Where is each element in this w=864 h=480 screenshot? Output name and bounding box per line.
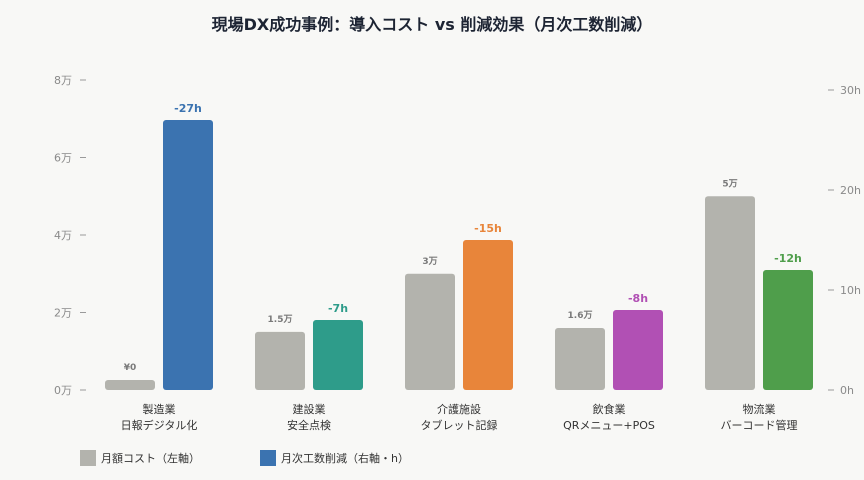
cost-bar [705, 196, 755, 390]
category-label-line1: 物流業 [743, 402, 776, 416]
cost-value-label: 1.5万 [268, 314, 293, 325]
category-label-line2: 安全点検 [287, 418, 331, 432]
bars: ¥0 -27h 1.5万 -7h 3万 -15h 1.6万 -8h 5万 -12h [105, 102, 813, 390]
hours-value-label: -12h [774, 252, 802, 265]
hours-value-label: -7h [328, 302, 348, 315]
cost-bar [405, 273, 455, 390]
right-axis: 0h 10h 20h 30h [828, 84, 861, 397]
legend-swatch [80, 450, 96, 466]
right-tick-label: 30h [840, 84, 861, 97]
hours-value-label: -15h [474, 222, 502, 235]
category-label-line2: バーコード管理 [721, 418, 798, 432]
cost-bar [105, 380, 155, 390]
cost-value-label: 1.6万 [568, 310, 593, 321]
category-label-line2: 日報デジタル化 [121, 418, 198, 432]
hours-bar [463, 240, 513, 390]
category-label-line1: 建設業 [293, 402, 326, 416]
right-tick-label: 10h [840, 284, 861, 297]
cost-value-label: 5万 [722, 178, 737, 189]
hours-bar [763, 270, 813, 390]
cost-value-label: 3万 [422, 256, 437, 267]
left-tick-label: 0万 [54, 384, 72, 397]
left-axis: 0万 2万 4万 6万 8万 [54, 74, 86, 397]
cost-bar [255, 331, 305, 390]
category-label-line1: 飲食業 [593, 402, 626, 416]
hours-bar [313, 320, 363, 390]
cost-bar [555, 328, 605, 390]
chart-title: 現場DX成功事例：導入コスト vs 削減効果（月次工数削減） [212, 15, 653, 34]
legend-label: 月額コスト（左軸） [101, 451, 200, 465]
hours-bar [163, 120, 213, 390]
hours-value-label: -27h [174, 102, 202, 115]
category-label-line2: タブレット記録 [421, 418, 498, 432]
hours-value-label: -8h [628, 292, 648, 305]
right-tick-label: 20h [840, 184, 861, 197]
legend-label: 月次工数削減（右軸・h） [281, 451, 409, 465]
left-tick-label: 8万 [54, 74, 72, 87]
left-tick-label: 6万 [54, 152, 72, 165]
right-tick-label: 0h [840, 384, 854, 397]
left-tick-label: 4万 [54, 229, 72, 242]
category-label-line1: 介護施設 [437, 402, 481, 416]
legend-swatch [260, 450, 276, 466]
cost-value-label: ¥0 [124, 363, 137, 373]
legend: 月額コスト（左軸） 月次工数削減（右軸・h） [80, 450, 409, 466]
left-tick-label: 2万 [54, 307, 72, 320]
category-label-line1: 製造業 [143, 402, 176, 416]
category-label-line2: QRメニュー+POS [563, 419, 655, 432]
hours-bar [613, 310, 663, 390]
